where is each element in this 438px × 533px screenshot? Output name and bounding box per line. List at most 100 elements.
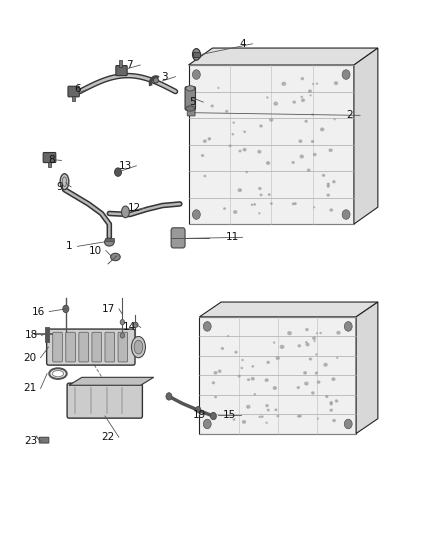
Ellipse shape	[133, 322, 138, 327]
Ellipse shape	[259, 416, 260, 417]
Ellipse shape	[327, 194, 329, 196]
Ellipse shape	[239, 150, 241, 152]
Bar	[72, 96, 75, 101]
Text: 21: 21	[23, 383, 36, 393]
Ellipse shape	[201, 155, 204, 156]
Ellipse shape	[293, 101, 295, 103]
Text: 16: 16	[32, 306, 45, 317]
Ellipse shape	[238, 189, 241, 191]
FancyBboxPatch shape	[187, 109, 195, 116]
Circle shape	[192, 70, 200, 79]
Ellipse shape	[226, 110, 228, 112]
Ellipse shape	[305, 382, 308, 385]
Ellipse shape	[330, 403, 332, 405]
FancyBboxPatch shape	[185, 87, 195, 110]
Circle shape	[344, 419, 352, 429]
Ellipse shape	[238, 375, 240, 377]
Ellipse shape	[292, 161, 294, 163]
Ellipse shape	[309, 90, 311, 92]
Circle shape	[166, 393, 172, 400]
Ellipse shape	[254, 394, 255, 395]
Ellipse shape	[306, 329, 308, 330]
Ellipse shape	[266, 422, 267, 423]
Ellipse shape	[260, 125, 262, 127]
Bar	[193, 52, 200, 57]
Ellipse shape	[334, 119, 335, 120]
Ellipse shape	[204, 140, 206, 142]
Polygon shape	[356, 302, 378, 433]
Ellipse shape	[314, 154, 316, 156]
Bar	[188, 65, 354, 224]
Ellipse shape	[313, 337, 315, 340]
Ellipse shape	[301, 78, 304, 79]
FancyBboxPatch shape	[116, 66, 127, 76]
Text: 13: 13	[119, 161, 132, 171]
Circle shape	[203, 321, 211, 331]
Ellipse shape	[233, 122, 234, 123]
Ellipse shape	[233, 419, 235, 420]
Circle shape	[115, 168, 121, 176]
Ellipse shape	[243, 421, 246, 423]
Ellipse shape	[219, 370, 221, 372]
Circle shape	[120, 333, 124, 338]
Ellipse shape	[265, 379, 268, 382]
Ellipse shape	[259, 188, 261, 189]
Ellipse shape	[330, 409, 332, 411]
Ellipse shape	[261, 416, 263, 417]
Ellipse shape	[273, 386, 276, 389]
Ellipse shape	[242, 359, 243, 360]
Ellipse shape	[186, 86, 194, 91]
Text: 5: 5	[190, 97, 196, 107]
Ellipse shape	[299, 140, 302, 142]
Text: 15: 15	[223, 410, 237, 420]
Ellipse shape	[121, 206, 129, 217]
Ellipse shape	[311, 141, 314, 142]
Ellipse shape	[282, 82, 286, 85]
Text: 19: 19	[193, 410, 206, 420]
Ellipse shape	[268, 194, 270, 196]
Text: 12: 12	[127, 203, 141, 213]
Ellipse shape	[336, 400, 338, 402]
Ellipse shape	[131, 336, 145, 358]
Circle shape	[342, 70, 350, 79]
Ellipse shape	[274, 102, 278, 105]
Ellipse shape	[222, 348, 223, 349]
Text: 1: 1	[66, 241, 72, 252]
Circle shape	[192, 210, 200, 219]
Ellipse shape	[297, 416, 300, 417]
Ellipse shape	[306, 342, 307, 343]
Ellipse shape	[326, 395, 328, 398]
FancyBboxPatch shape	[43, 152, 56, 163]
FancyBboxPatch shape	[92, 332, 102, 362]
Ellipse shape	[332, 378, 335, 381]
Ellipse shape	[324, 364, 327, 366]
Bar	[105, 238, 114, 241]
Ellipse shape	[247, 406, 250, 408]
Ellipse shape	[322, 174, 325, 176]
Ellipse shape	[241, 367, 242, 369]
FancyBboxPatch shape	[105, 332, 115, 362]
Ellipse shape	[251, 377, 254, 380]
Text: 2: 2	[346, 110, 353, 120]
Ellipse shape	[306, 343, 309, 346]
Ellipse shape	[224, 208, 225, 209]
Ellipse shape	[302, 99, 304, 101]
Ellipse shape	[301, 96, 302, 98]
FancyBboxPatch shape	[118, 332, 127, 362]
Ellipse shape	[309, 358, 311, 360]
Circle shape	[195, 407, 201, 413]
Ellipse shape	[297, 386, 299, 389]
Ellipse shape	[316, 354, 317, 355]
Ellipse shape	[330, 402, 332, 403]
Ellipse shape	[192, 49, 200, 60]
Ellipse shape	[254, 204, 255, 205]
Ellipse shape	[329, 149, 332, 151]
Ellipse shape	[300, 155, 304, 158]
Ellipse shape	[318, 381, 320, 383]
Ellipse shape	[330, 209, 332, 211]
Ellipse shape	[270, 118, 273, 121]
Polygon shape	[188, 48, 378, 65]
Ellipse shape	[215, 397, 216, 398]
Ellipse shape	[186, 106, 194, 111]
FancyBboxPatch shape	[53, 332, 62, 362]
